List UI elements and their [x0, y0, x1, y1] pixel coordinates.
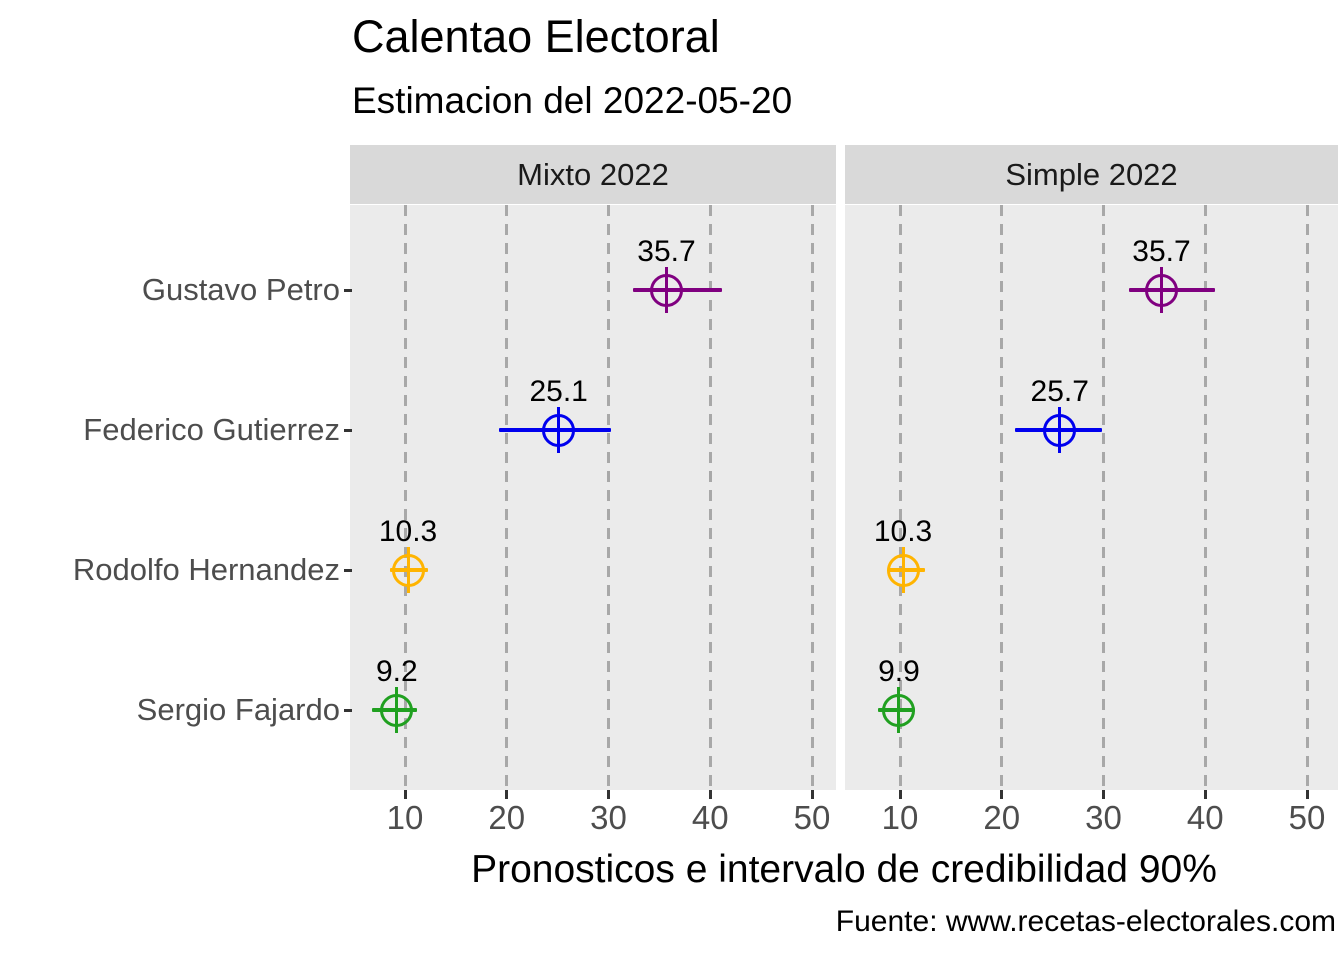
- facet-strip-label: Simple 2022: [1005, 156, 1178, 192]
- y-axis-label-sergio-fajardo: Sergio Fajardo: [136, 692, 340, 727]
- point-marker-circle: [886, 553, 920, 587]
- y-tick-mark: [344, 708, 352, 712]
- x-tick-mark: [1203, 790, 1207, 799]
- gridline-x40: [708, 205, 712, 790]
- y-tick-mark: [344, 428, 352, 432]
- point-marker-circle: [391, 553, 425, 587]
- y-tick-mark: [344, 288, 352, 292]
- x-tick-mark: [505, 790, 509, 799]
- gridline-x40: [1203, 205, 1207, 790]
- point-marker-circle: [1144, 273, 1178, 307]
- gridline-x10: [403, 205, 407, 790]
- x-tick-mark: [1000, 790, 1004, 799]
- point-marker-circle: [1043, 413, 1077, 447]
- point-value-label: 9.2: [376, 655, 418, 688]
- point-marker-circle: [380, 693, 414, 727]
- x-tick-mark: [607, 790, 610, 799]
- x-axis-title: Pronosticos e intervalo de credibilidad …: [471, 848, 1217, 891]
- source-caption: Fuente: www.recetas-electorales.com: [835, 905, 1336, 938]
- x-tick-mark: [403, 790, 407, 799]
- x-tick-mark: [1305, 790, 1309, 799]
- gridline-x50: [810, 205, 814, 790]
- gridline-x50: [1305, 205, 1309, 790]
- x-tick-label: 20: [983, 799, 1021, 836]
- panel-simple: 35.7 25.7 10.3 9.9: [845, 205, 1338, 790]
- gridline-x10: [898, 205, 902, 790]
- x-tick-label: 30: [1085, 799, 1122, 836]
- point-value-label: 35.7: [1132, 235, 1191, 268]
- gridline-x20: [505, 205, 509, 790]
- y-axis-label-federico-gutierrez: Federico Gutierrez: [83, 412, 340, 447]
- x-tick-mark: [898, 790, 902, 799]
- gridline-x20: [1000, 205, 1004, 790]
- point-value-label: 25.7: [1030, 375, 1089, 408]
- x-tick-label: 10: [386, 799, 424, 836]
- gridline-x30: [607, 205, 610, 790]
- chart-title: Calentao Electoral: [352, 11, 720, 62]
- x-tick-label: 50: [1288, 799, 1326, 836]
- x-tick-mark: [1102, 790, 1105, 799]
- point-marker-circle: [649, 273, 683, 307]
- x-tick-mark: [708, 790, 712, 799]
- x-tick-mark: [810, 790, 814, 799]
- facet-strip-mixto: Mixto 2022: [350, 145, 836, 204]
- y-axis-label-gustavo-petro: Gustavo Petro: [141, 272, 340, 307]
- point-value-label: 35.7: [637, 235, 696, 268]
- y-axis-label-rodolfo-hernandez: Rodolfo Hernandez: [72, 552, 340, 587]
- x-tick-label: 40: [691, 799, 729, 836]
- point-value-label: 10.3: [378, 515, 438, 548]
- point-value-label: 25.1: [529, 375, 588, 408]
- x-tick-label: 40: [1186, 799, 1224, 836]
- gridline-x30: [1102, 205, 1105, 790]
- point-value-label: 10.3: [873, 515, 933, 548]
- y-tick-mark: [344, 568, 352, 572]
- x-tick-label: 10: [881, 799, 919, 836]
- x-tick-label: 30: [590, 799, 627, 836]
- point-marker-circle: [542, 413, 576, 447]
- point-value-label: 9.9: [878, 655, 920, 688]
- x-tick-label: 20: [488, 799, 526, 836]
- point-marker-circle: [882, 693, 916, 727]
- chart-subtitle: Estimacion del 2022-05-20: [352, 80, 793, 121]
- x-tick-label: 50: [793, 799, 831, 836]
- facet-strip-label: Mixto 2022: [517, 156, 669, 192]
- panel-mixto: 35.7 25.1 10.3 9.2: [350, 205, 836, 790]
- facet-strip-simple: Simple 2022: [845, 145, 1338, 204]
